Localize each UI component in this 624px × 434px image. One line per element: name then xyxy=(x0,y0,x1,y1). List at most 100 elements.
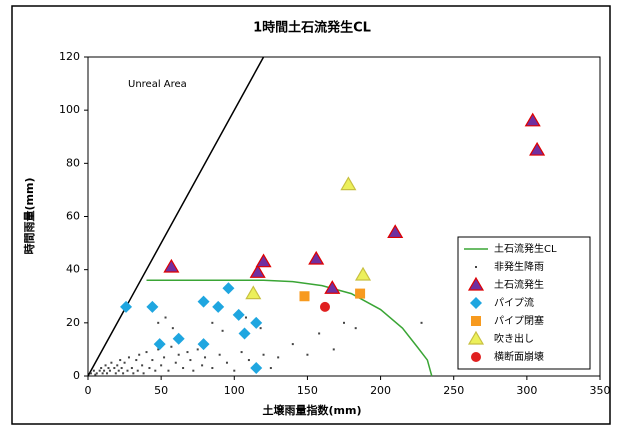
point xyxy=(232,308,245,321)
point xyxy=(222,282,235,295)
point xyxy=(106,372,109,375)
point xyxy=(146,300,159,313)
point xyxy=(529,141,546,156)
point xyxy=(163,356,166,359)
point xyxy=(189,359,192,362)
point xyxy=(142,372,145,375)
point xyxy=(387,224,404,239)
point xyxy=(201,364,204,367)
point xyxy=(340,176,357,191)
y-axis-label: 時間雨量(mm) xyxy=(22,178,36,255)
point xyxy=(343,321,345,324)
point xyxy=(130,367,133,370)
point xyxy=(332,348,335,351)
legend-marker xyxy=(471,352,481,362)
x-tick-label: 250 xyxy=(443,384,464,397)
point xyxy=(138,353,141,356)
point xyxy=(182,367,185,370)
y-tick-label: 0 xyxy=(73,369,80,382)
point xyxy=(127,356,130,359)
point xyxy=(192,369,195,372)
y-tick-label: 80 xyxy=(66,156,80,169)
cl-line xyxy=(146,279,433,377)
point xyxy=(95,372,98,375)
point xyxy=(167,369,170,372)
point xyxy=(225,361,228,364)
point xyxy=(153,338,166,351)
x-axis-label: 土壌雨量指数(mm) xyxy=(263,403,362,417)
point xyxy=(92,369,95,372)
legend-label: 土石流発生 xyxy=(494,278,544,291)
point xyxy=(120,300,133,313)
point xyxy=(354,327,357,330)
point xyxy=(151,359,154,362)
point xyxy=(238,327,251,340)
point xyxy=(221,329,224,332)
point xyxy=(196,348,199,351)
point xyxy=(163,258,180,273)
point xyxy=(171,327,174,330)
point xyxy=(117,369,120,372)
annotation: Unreal Area xyxy=(128,79,187,90)
point xyxy=(355,288,366,299)
point xyxy=(247,359,250,362)
point xyxy=(211,367,214,370)
point xyxy=(108,369,111,372)
point xyxy=(177,353,180,356)
point xyxy=(100,367,103,370)
point xyxy=(145,351,148,354)
point xyxy=(157,321,160,324)
point xyxy=(262,353,265,356)
y-tick-label: 40 xyxy=(66,263,80,276)
point xyxy=(354,266,372,281)
point xyxy=(141,364,144,367)
point xyxy=(204,356,207,359)
point xyxy=(101,372,104,375)
point xyxy=(120,367,123,370)
y-tick-label: 100 xyxy=(59,103,80,116)
x-tick-label: 0 xyxy=(85,384,92,397)
legend-marker xyxy=(471,316,481,326)
point xyxy=(291,343,294,346)
y-tick-label: 120 xyxy=(59,50,80,63)
point xyxy=(299,291,310,302)
point xyxy=(110,361,113,364)
point xyxy=(186,351,189,354)
legend-label: 横断面崩壊 xyxy=(494,350,544,363)
point xyxy=(132,372,135,375)
point xyxy=(197,338,210,351)
legend-marker xyxy=(467,330,485,345)
point xyxy=(250,316,263,329)
point xyxy=(135,359,138,362)
point xyxy=(123,361,126,364)
x-tick-label: 350 xyxy=(590,384,611,397)
point xyxy=(136,369,139,372)
legend-marker xyxy=(467,276,485,291)
legend-label: パイプ閉塞 xyxy=(494,314,544,327)
point xyxy=(245,285,262,300)
point xyxy=(269,367,272,370)
point xyxy=(89,372,92,375)
point xyxy=(164,316,167,319)
point xyxy=(308,250,325,265)
point xyxy=(259,327,262,330)
point xyxy=(233,369,236,372)
point xyxy=(104,364,107,367)
legend-label: パイプ流 xyxy=(494,296,534,309)
x-tick-label: 50 xyxy=(154,384,168,397)
point xyxy=(244,316,247,319)
point xyxy=(148,367,151,370)
point xyxy=(172,332,185,345)
point xyxy=(126,369,129,372)
y-tick-label: 20 xyxy=(66,316,80,329)
point xyxy=(212,300,225,313)
point xyxy=(249,264,266,278)
point xyxy=(240,351,243,354)
boundary-line xyxy=(87,56,265,377)
point xyxy=(157,348,160,351)
point xyxy=(524,112,541,127)
point xyxy=(318,332,321,335)
legend-label: 土石流発生CL xyxy=(494,242,557,255)
point xyxy=(119,359,122,362)
